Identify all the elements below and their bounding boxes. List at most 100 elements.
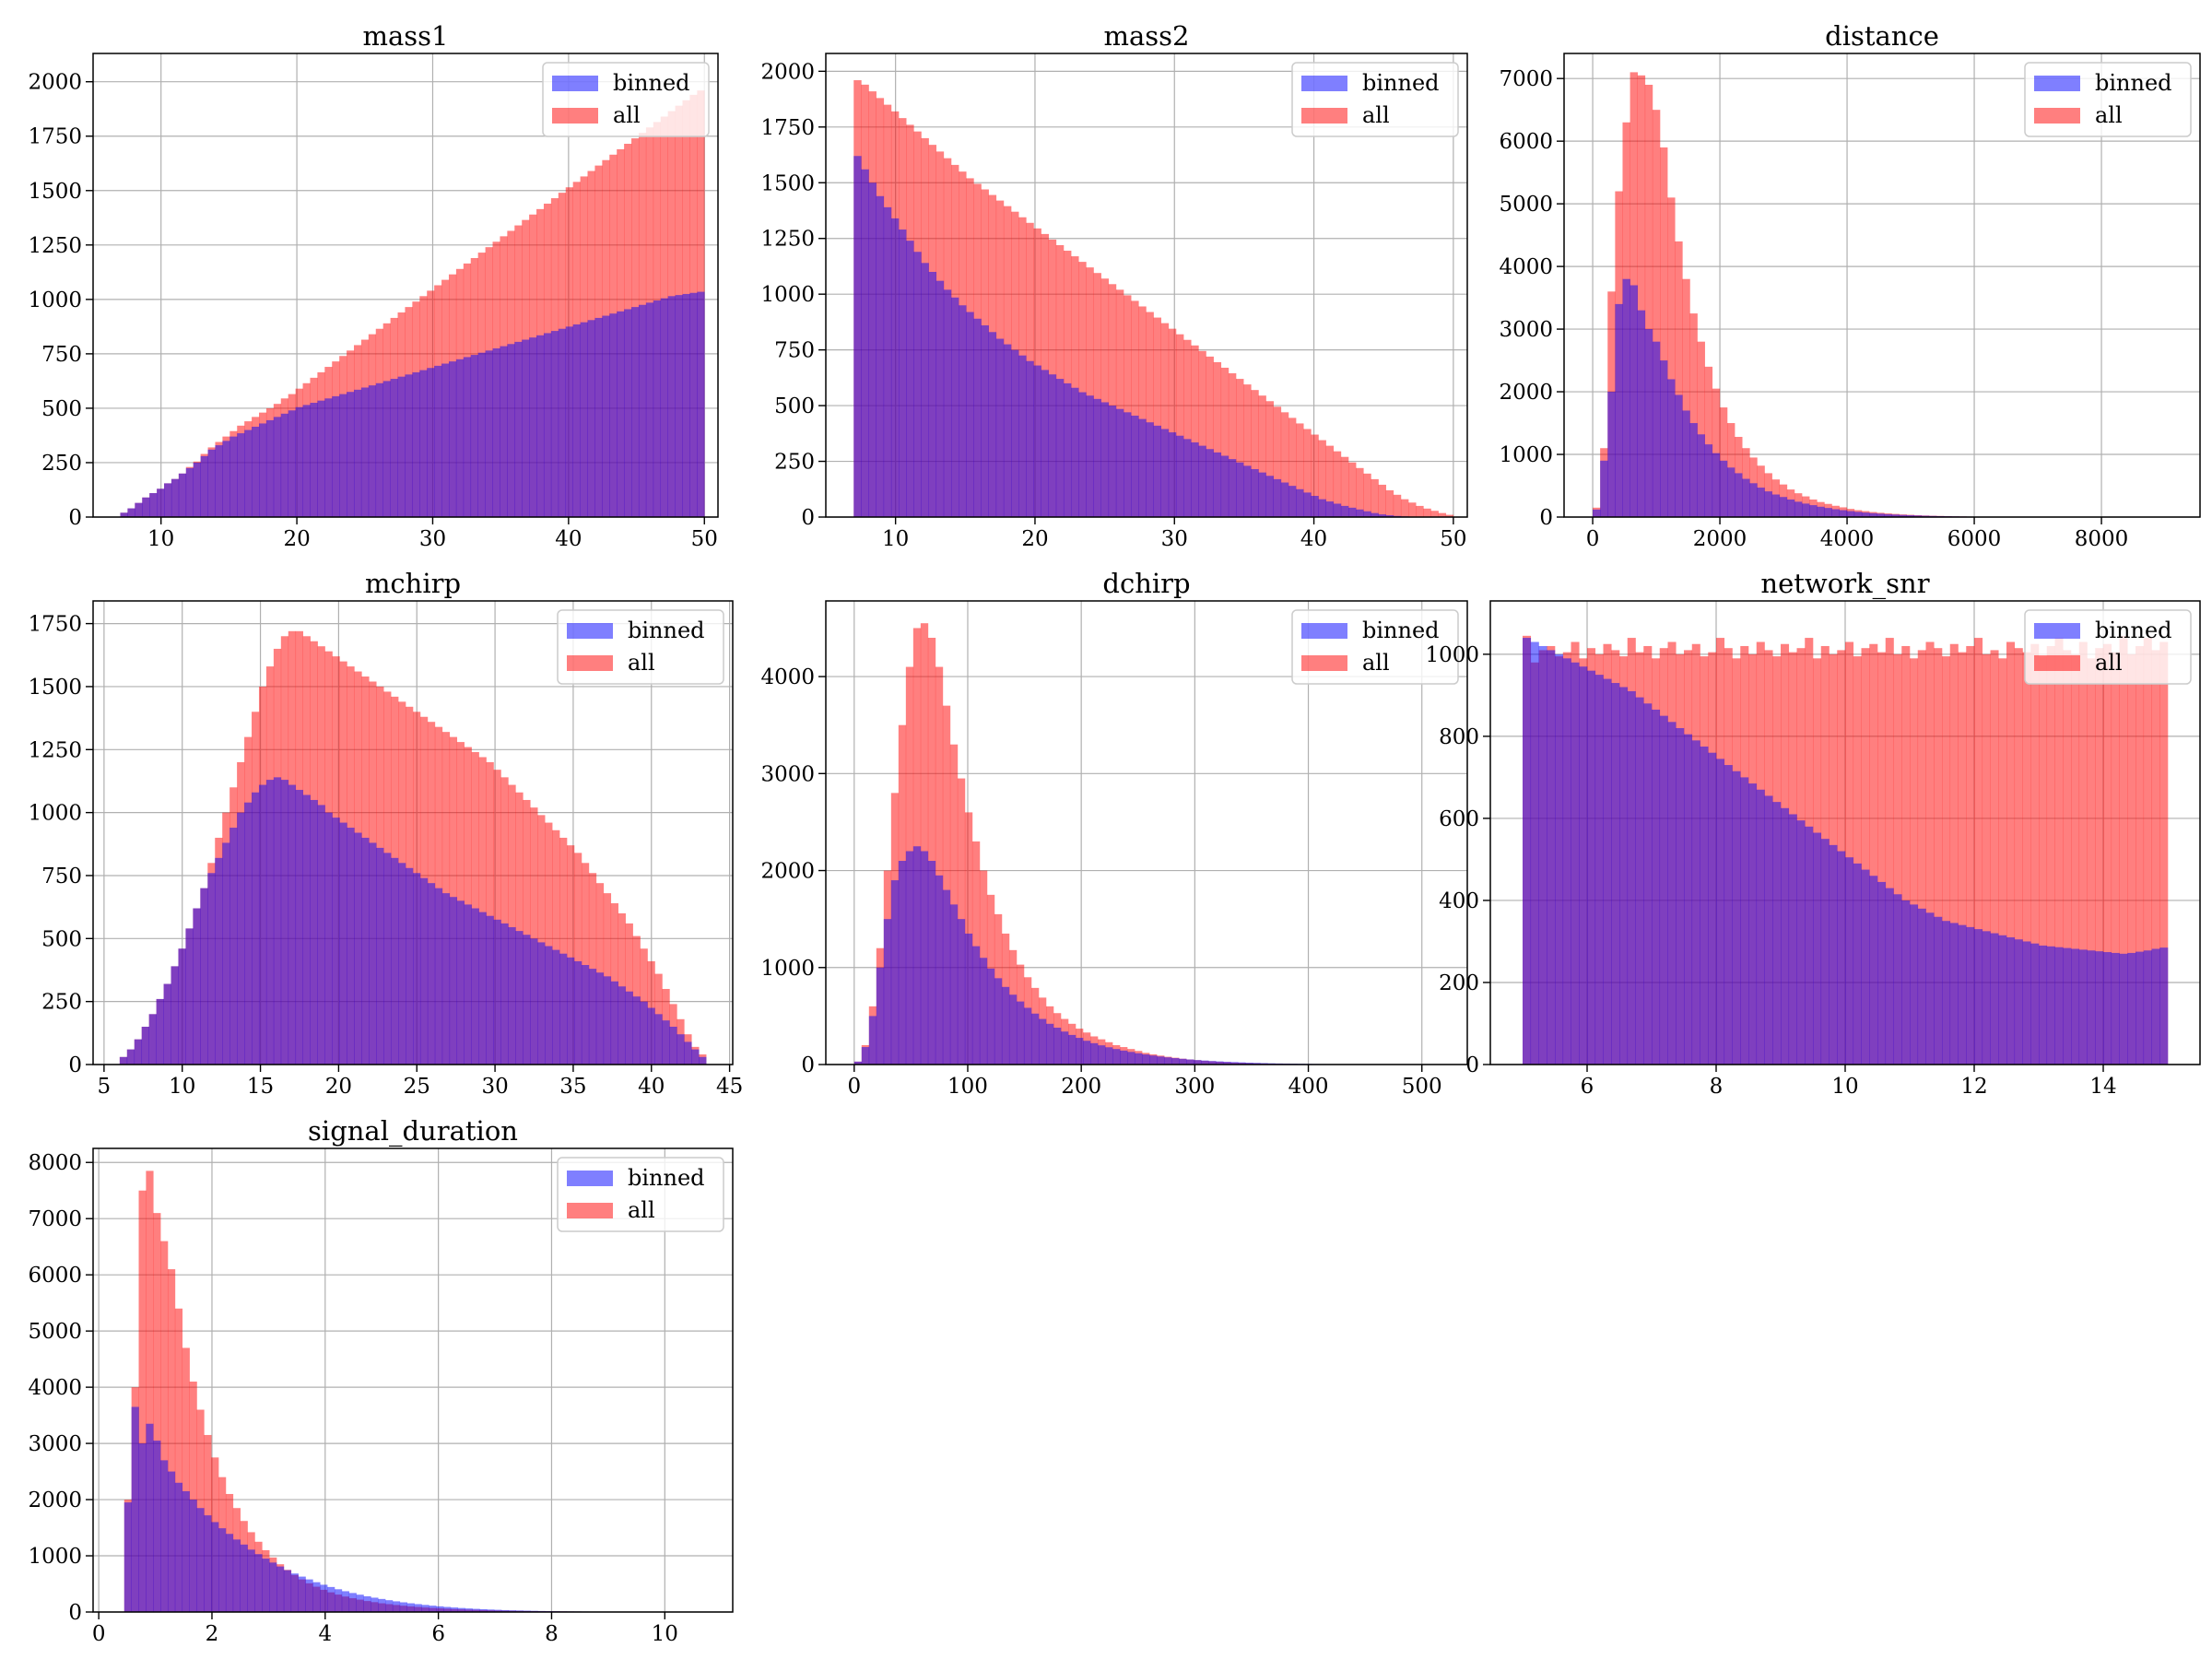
bar-binned [558, 328, 567, 517]
bar-all [1853, 656, 1862, 1065]
y-tick-label: 3000 [1499, 318, 1553, 342]
bar-binned [244, 802, 253, 1065]
bar-binned [1071, 387, 1079, 517]
bar-binned [472, 1608, 480, 1612]
bar-binned [149, 493, 158, 517]
bar-binned [1063, 382, 1072, 517]
y-tick-label: 4000 [28, 1376, 82, 1400]
bar-binned [1676, 727, 1685, 1065]
bar-binned [486, 915, 494, 1065]
bar-binned [1809, 505, 1818, 517]
bar-all [1348, 462, 1357, 517]
bar-all [2159, 641, 2169, 1065]
bar-binned [1260, 1063, 1268, 1065]
bar-binned [1135, 1053, 1143, 1065]
bar-binned [1198, 445, 1206, 517]
bar-binned [148, 1014, 157, 1065]
y-tick-label: 0 [801, 1053, 815, 1077]
bar-all [912, 628, 922, 1065]
bar-all [1333, 451, 1342, 517]
bar-all [1637, 75, 1646, 518]
bar-binned [339, 822, 347, 1065]
bar-binned [861, 1047, 870, 1065]
bar-binned [883, 206, 892, 517]
bar-binned [390, 379, 398, 517]
bar-binned [1652, 709, 1661, 1065]
bar-binned [1041, 370, 1050, 517]
y-tick-label: 0 [1539, 506, 1553, 530]
bar-binned [222, 441, 230, 517]
bar-binned [258, 784, 267, 1065]
bar-all [2087, 658, 2096, 1065]
y-tick-label: 1000 [28, 1545, 82, 1569]
y-tick-label: 600 [1439, 807, 1479, 831]
bar-binned [160, 1460, 169, 1612]
bar-all [1340, 456, 1349, 517]
bar-binned [138, 1443, 147, 1612]
bar-binned [1966, 926, 1975, 1065]
bar-binned [141, 1026, 149, 1065]
bar-binned [536, 335, 545, 517]
bar-binned [1078, 392, 1087, 517]
bar-binned [550, 331, 559, 517]
bar-all [2111, 652, 2120, 1065]
bar-binned [332, 395, 340, 517]
bar-binned [207, 449, 216, 517]
panel-network-snr: 6 8 10 12 14 0 200 400 600 800 1000 network_snrbinn… [1425, 568, 2201, 1099]
bar-binned [171, 478, 180, 517]
bar-all [182, 1347, 190, 1612]
bar-binned [262, 1559, 270, 1612]
bar-binned [632, 996, 641, 1065]
bar-all [2127, 653, 2136, 1065]
bar-all [2046, 645, 2055, 1065]
bar-binned [419, 370, 428, 517]
bar-binned [645, 302, 654, 517]
bar-binned [662, 1020, 670, 1065]
bar-binned [669, 1026, 677, 1065]
bar-all [537, 815, 546, 1065]
legend-label-all: all [613, 102, 641, 128]
bar-binned [565, 326, 573, 517]
y-tick-label: 1250 [760, 228, 815, 252]
bar-binned [1245, 1063, 1253, 1065]
bar-binned [320, 1584, 328, 1612]
bar-binned [1906, 515, 1914, 517]
bar-all [1160, 323, 1170, 517]
bar-binned [369, 842, 377, 1065]
bar-binned [1786, 499, 1795, 517]
series-binned [853, 156, 1431, 518]
bar-binned [378, 1598, 386, 1612]
bar-binned [1086, 395, 1094, 517]
bar-all [1667, 197, 1676, 518]
bar-binned [942, 889, 951, 1065]
bar-all [1311, 434, 1319, 517]
bar-binned [124, 1502, 132, 1612]
bar-binned [2095, 951, 2104, 1065]
y-tick-label: 800 [1439, 725, 1479, 749]
bar-all [1910, 658, 1919, 1065]
bar-binned [2071, 948, 2080, 1065]
bar-binned [471, 908, 479, 1065]
bar-all [167, 1269, 176, 1612]
bar-binned [890, 218, 900, 518]
bar-binned [302, 794, 311, 1065]
bar-binned [2078, 949, 2088, 1065]
y-tick-label: 1000 [28, 802, 82, 826]
bar-all [942, 705, 951, 1065]
bar-binned [215, 857, 223, 1065]
bar-binned [2087, 950, 2096, 1065]
bar-all [1682, 278, 1690, 517]
legend-label-binned: binned [2095, 70, 2172, 96]
ticks: 0 2 4 6 8 10 0 1000 2000 3000 4000 5000 6000 7000 8000 [28, 1151, 677, 1646]
bar-binned [1587, 670, 1596, 1065]
bar-binned [1530, 641, 1539, 1065]
bar-binned [353, 389, 362, 517]
bar-binned [1652, 341, 1661, 517]
bar-binned [994, 978, 1003, 1065]
bar-binned [1179, 1058, 1187, 1065]
bar-binned [2063, 947, 2072, 1065]
bar-binned [1296, 488, 1304, 517]
bar-binned [1958, 924, 1967, 1065]
bar-all [1236, 379, 1244, 517]
y-tick-label: 250 [41, 991, 82, 1015]
